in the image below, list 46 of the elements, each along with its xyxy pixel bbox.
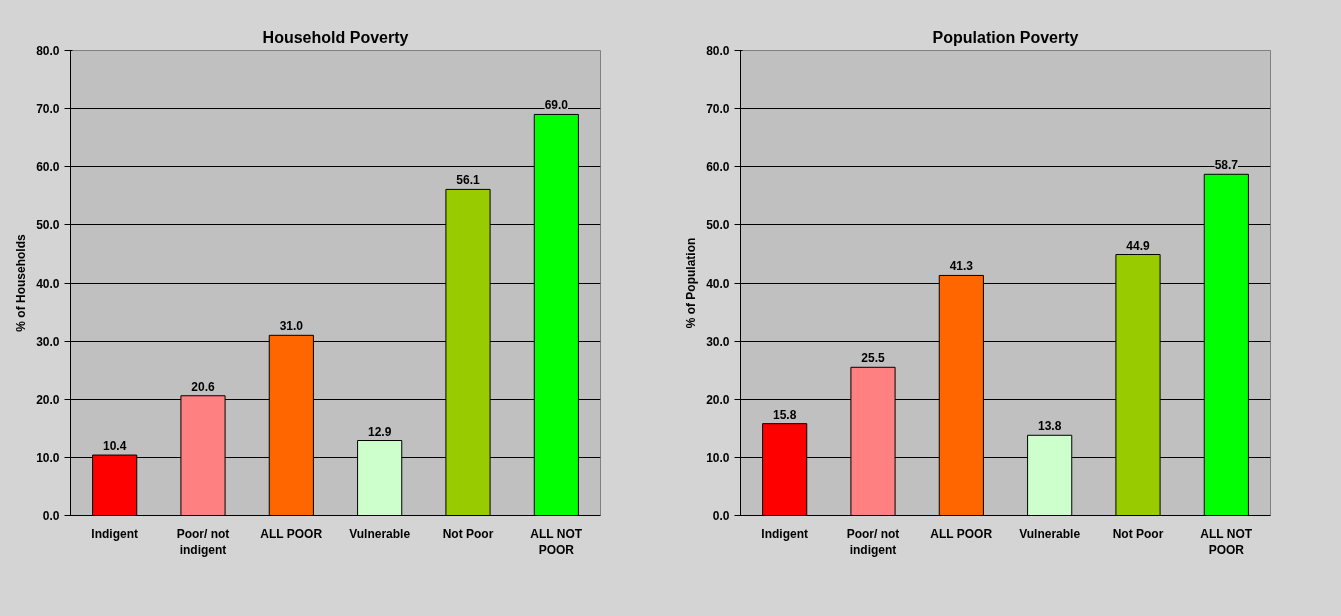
y-tick-label: 70.0 — [706, 102, 730, 117]
x-tick-label: Poor/ not indigent — [846, 526, 900, 558]
data-label: 58.7 — [1214, 158, 1239, 173]
y-tick-label: 30.0 — [706, 334, 730, 349]
chart-title: Population Poverty — [932, 28, 1079, 46]
chart-title: Household Poverty — [262, 28, 409, 46]
y-tick-label: 20.0 — [36, 392, 60, 407]
data-label: 13.8 — [1037, 419, 1062, 434]
data-label: 31.0 — [279, 319, 304, 334]
data-label: 10.4 — [102, 439, 127, 454]
y-tick-label: 40.0 — [36, 276, 60, 291]
y-axis-title: % of Population — [684, 237, 699, 329]
y-tick-label: 0.0 — [42, 509, 60, 523]
data-label: 15.8 — [772, 407, 797, 422]
data-label: 41.3 — [949, 259, 974, 274]
x-tick-label: Vulnerable — [349, 526, 411, 541]
data-label: 56.1 — [456, 173, 480, 188]
x-tick-label: Vulnerable — [1019, 526, 1081, 541]
y-tick-label: 80.0 — [706, 44, 730, 58]
y-tick-label: 60.0 — [36, 160, 60, 175]
data-label: 20.6 — [191, 379, 215, 394]
x-tick-label: ALL NOT POOR — [1200, 526, 1253, 558]
x-tick-label: ALL NOT POOR — [530, 526, 583, 558]
data-label: 69.0 — [544, 98, 569, 113]
x-tick-label: Indigent — [91, 526, 139, 541]
y-tick-label: 40.0 — [706, 276, 730, 291]
y-tick-label: 50.0 — [706, 218, 730, 233]
x-tick-label: ALL POOR — [260, 526, 323, 541]
y-tick-label: 70.0 — [36, 102, 60, 117]
y-tick-label: 30.0 — [36, 334, 60, 349]
x-tick-label: ALL POOR — [930, 526, 993, 541]
x-tick-label: Poor/ not indigent — [176, 526, 230, 558]
x-tick-label: Indigent — [761, 526, 809, 541]
y-tick-label: 10.0 — [706, 450, 730, 465]
y-tick-label: 80.0 — [36, 44, 60, 58]
x-tick-label: Not Poor — [442, 526, 494, 541]
y-axis-title: % of Households — [14, 234, 29, 332]
data-label: 12.9 — [367, 424, 392, 439]
y-tick-label: 10.0 — [36, 450, 60, 465]
data-label: 25.5 — [861, 351, 885, 366]
x-tick-label: Not Poor — [1112, 526, 1164, 541]
y-tick-label: 60.0 — [706, 160, 730, 175]
y-tick-label: 20.0 — [706, 392, 730, 407]
y-tick-label: 50.0 — [36, 218, 60, 233]
data-label: 44.9 — [1126, 238, 1150, 253]
y-tick-label: 0.0 — [712, 509, 730, 523]
